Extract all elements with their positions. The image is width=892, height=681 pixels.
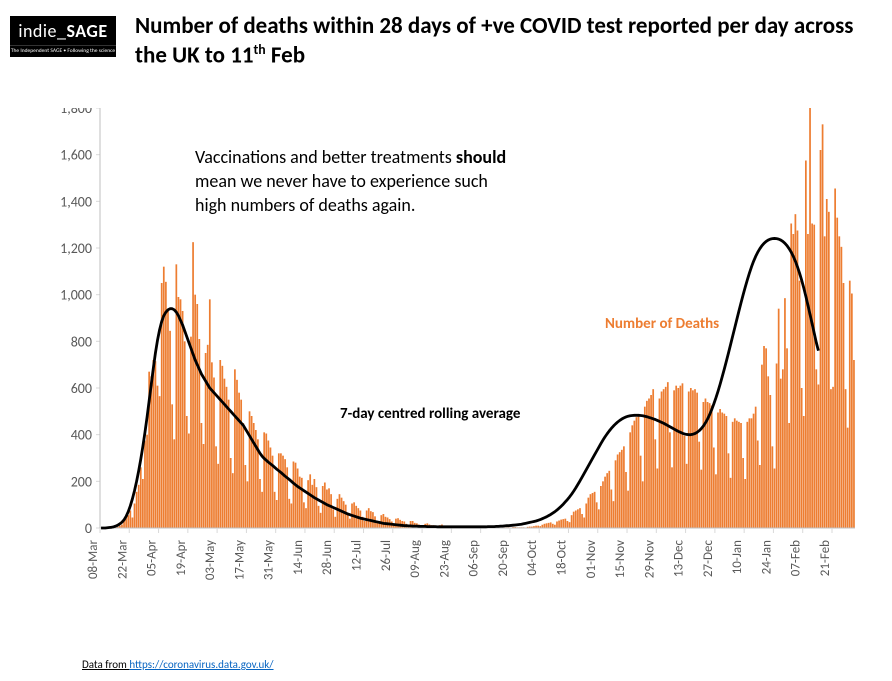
svg-text:0: 0 (85, 520, 92, 537)
svg-text:23-Aug: 23-Aug (437, 540, 452, 578)
svg-text:10-Jan: 10-Jan (730, 540, 745, 575)
svg-text:22-Mar: 22-Mar (115, 540, 130, 579)
svg-text:24-Jan: 24-Jan (759, 540, 774, 575)
svg-text:1,800: 1,800 (60, 108, 92, 117)
source-link[interactable]: https://coronavirus.data.gov.uk/ (129, 658, 273, 671)
svg-text:27-Dec: 27-Dec (701, 540, 716, 578)
svg-text:13-Dec: 13-Dec (672, 540, 687, 578)
svg-text:1,600: 1,600 (60, 147, 92, 164)
svg-text:06-Sep: 06-Sep (467, 540, 482, 577)
deaths-chart: 0 200 400 600 800 1,000 1,200 1,400 1,600 1,800 08… (45, 108, 865, 618)
svg-text:17-May: 17-May (232, 540, 247, 580)
svg-text:12-Jul: 12-Jul (350, 540, 365, 571)
data-source-footer: Data from https://coronavirus.data.gov.u… (82, 658, 274, 671)
indie-sage-logo: indie_SAGE The Independent SAGE • Follow… (10, 16, 116, 57)
footer-prefix: Data from (82, 658, 129, 671)
svg-text:21-Feb: 21-Feb (818, 540, 833, 576)
svg-text:29-Nov: 29-Nov (642, 540, 657, 578)
logo-subtitle: The Independent SAGE • Following the sci… (10, 45, 116, 57)
svg-text:Number of Deaths: Number of Deaths (605, 315, 719, 333)
svg-text:400: 400 (71, 427, 92, 444)
chart-svg: 0 200 400 600 800 1,000 1,200 1,400 1,600 1,800 08… (45, 108, 865, 618)
svg-text:08-Mar: 08-Mar (86, 540, 101, 579)
svg-text:20-Sep: 20-Sep (496, 540, 511, 577)
logo-text: indie_SAGE (10, 16, 116, 45)
svg-text:01-Nov: 01-Nov (584, 540, 599, 578)
svg-text:7-day centred rolling average: 7-day centred rolling average (340, 405, 521, 423)
svg-text:600: 600 (71, 380, 92, 397)
svg-text:200: 200 (71, 473, 92, 490)
svg-text:28-Jun: 28-Jun (320, 540, 335, 575)
svg-text:14-Jun: 14-Jun (291, 540, 306, 575)
svg-text:1,400: 1,400 (60, 193, 92, 210)
svg-text:03-May: 03-May (203, 540, 218, 580)
svg-text:1,200: 1,200 (60, 240, 92, 257)
slide-title: Number of deaths within 28 days of +ve C… (135, 12, 865, 70)
svg-text:31-May: 31-May (262, 540, 277, 580)
svg-text:26-Jul: 26-Jul (379, 540, 394, 571)
svg-text:18-Oct: 18-Oct (554, 539, 569, 575)
svg-text:Vaccinations and better treatm: Vaccinations and better treatments shoul… (195, 146, 506, 216)
svg-text:800: 800 (71, 333, 92, 350)
svg-text:15-Nov: 15-Nov (613, 540, 628, 578)
svg-text:05-Apr: 05-Apr (145, 540, 160, 577)
slide-root: { "logo": {"line1_thin":"indie_","line1_… (0, 0, 892, 681)
svg-text:09-Aug: 09-Aug (408, 540, 423, 578)
svg-text:07-Feb: 07-Feb (789, 540, 804, 576)
svg-text:04-Oct: 04-Oct (525, 539, 540, 575)
svg-text:19-Apr: 19-Apr (174, 540, 189, 577)
svg-text:1,000: 1,000 (60, 287, 92, 304)
